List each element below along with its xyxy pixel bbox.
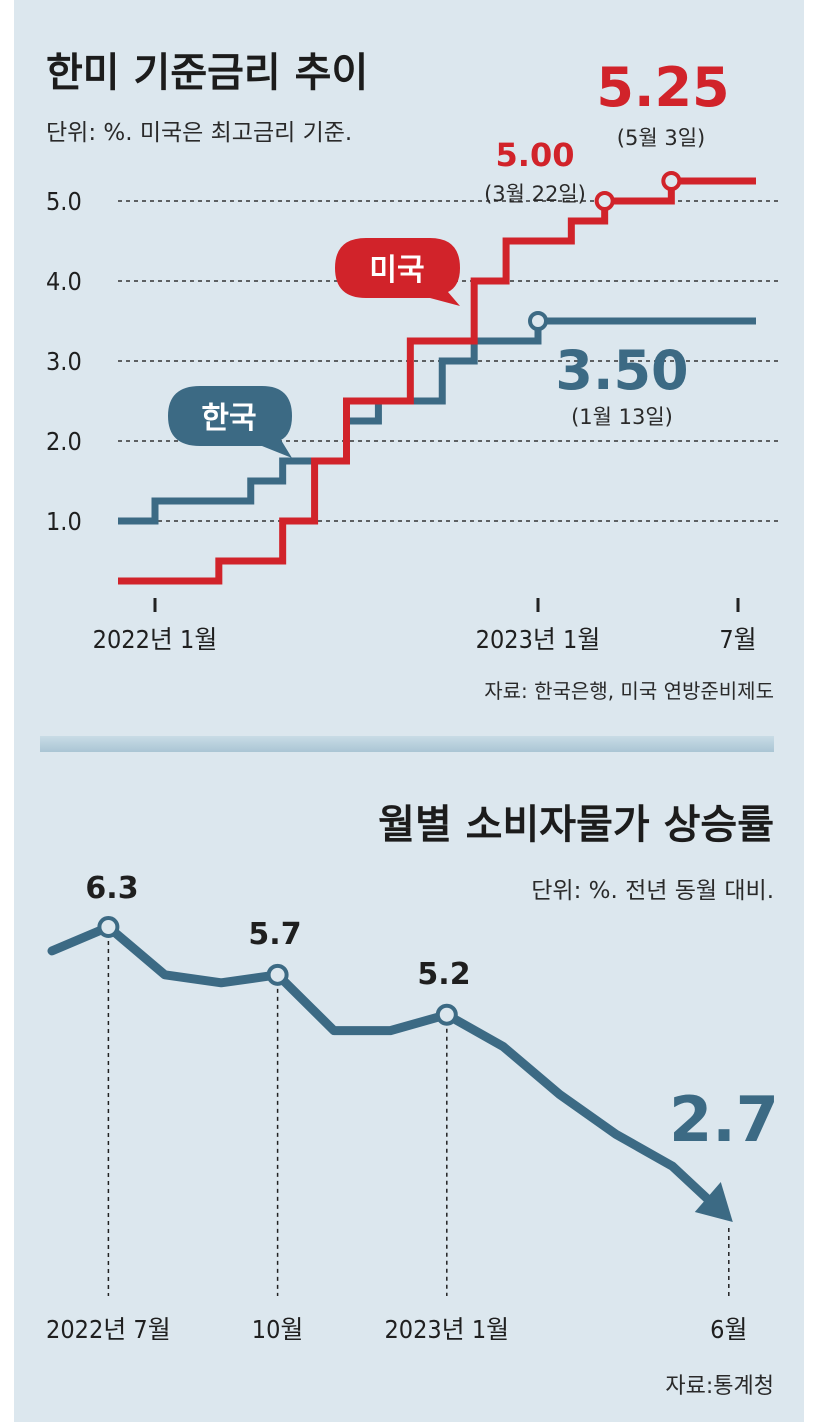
- us-500-label: 5.00: [496, 136, 575, 174]
- cpi-marker: [435, 1003, 458, 1026]
- us-series-bubble: 미국: [335, 238, 460, 306]
- us-rate-line: [118, 177, 756, 585]
- cpi-chart-title: 월별 소비자물가 상승률: [378, 802, 774, 848]
- rate-marker: [528, 311, 548, 331]
- cpi-label-6-3: 6.3: [85, 871, 138, 906]
- rate-series-lines: [118, 171, 756, 585]
- cpi-x-tick-labels: 2022년 7월 10월 2023년 1월 6월: [46, 1315, 747, 1344]
- rate-x-tick-label: 2023년 1월: [476, 625, 601, 654]
- rate-y-tick-label: 3.0: [46, 347, 82, 376]
- rate-x-tick-label: 2022년 1월: [93, 625, 218, 654]
- cpi-x-tick-label: 10월: [252, 1315, 304, 1344]
- cpi-series-line: [47, 916, 733, 1222]
- rate-x-tick-label: 7월: [719, 625, 756, 654]
- kr-bubble-label: 한국: [201, 401, 256, 436]
- kr-350-date: (1월 13일): [571, 405, 673, 429]
- kr-350-label: 3.50: [555, 339, 688, 402]
- us-525-label: 5.25: [596, 56, 729, 119]
- kr-series-bubble: 한국: [168, 386, 292, 458]
- us-525-date: (5월 3일): [617, 126, 705, 150]
- cpi-x-tick-label: 2022년 7월: [46, 1315, 171, 1344]
- cpi-drop-lines: [107, 941, 730, 1296]
- cpi-x-tick-label: 6월: [710, 1315, 747, 1344]
- rate-chart-title: 한미 기준금리 추이: [46, 50, 368, 96]
- cpi-chart-unit-note: 단위: %. 전년 동월 대비.: [531, 878, 774, 904]
- cpi-label-5-7: 5.7: [248, 917, 301, 952]
- rate-marker: [661, 171, 682, 191]
- cpi-x-tick-label: 2023년 1월: [384, 1315, 509, 1344]
- cpi-chart-source: 자료:통계청: [665, 1374, 774, 1399]
- rate-chart-source: 자료: 한국은행, 미국 연방준비제도: [484, 679, 774, 703]
- cpi-line: [47, 922, 716, 1207]
- kr-rate-line: [118, 317, 756, 525]
- us-bubble-label: 미국: [369, 253, 424, 288]
- rate-y-tick-label: 4.0: [46, 267, 82, 296]
- rate-chart-unit-note: 단위: %. 미국은 최고금리 기준.: [46, 120, 352, 146]
- cpi-label-5-2: 5.2: [417, 957, 470, 992]
- rate-marker: [594, 191, 615, 211]
- rate-y-tick-label: 5.0: [46, 187, 82, 216]
- rate-y-tick-labels: 5.0 4.0 3.0 2.0 1.0: [46, 187, 82, 536]
- rate-y-tick-label: 1.0: [46, 507, 82, 536]
- cpi-marker: [97, 916, 120, 938]
- cpi-marker: [266, 963, 289, 986]
- cpi-chart-panel: [14, 728, 804, 1422]
- rate-y-tick-label: 2.0: [46, 427, 82, 456]
- us-500-date: (3월 22일): [484, 182, 586, 206]
- rate-x-ticks: 2022년 1월 2023년 1월 7월: [93, 598, 757, 654]
- section-divider: [40, 736, 774, 752]
- cpi-label-2-7: 2.7: [669, 1083, 779, 1156]
- cpi-arrowhead: [694, 1182, 733, 1222]
